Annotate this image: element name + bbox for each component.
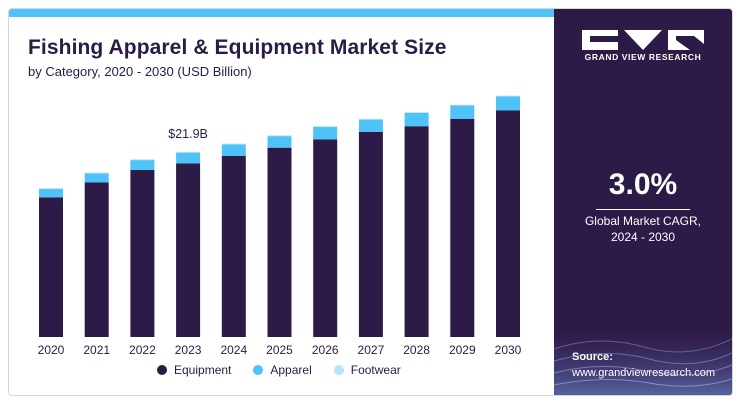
bar-equipment-2027: [358, 131, 383, 337]
cagr-divider: [596, 209, 690, 210]
bar-equipment-2028: [404, 126, 429, 337]
bar-equipment-2025: [267, 147, 292, 337]
chart-subtitle: by Category, 2020 - 2030 (USD Billion): [28, 64, 252, 79]
legend-swatch-apparel: [253, 365, 264, 375]
x-tick-label-2021: 2021: [83, 343, 110, 357]
bar-footwear-2022: [130, 159, 155, 161]
x-tick-label-2029: 2029: [449, 343, 476, 357]
bar-footwear-2024: [221, 143, 246, 145]
bar-apparel-2022: [130, 160, 155, 171]
bar-footwear-2021: [84, 172, 109, 174]
x-tick-label-2022: 2022: [129, 343, 156, 357]
bar-equipment-2020: [39, 197, 63, 337]
x-tick-label-2023: 2023: [175, 343, 202, 357]
bar-footwear-2028: [404, 112, 429, 113]
bar-equipment-2024: [221, 155, 246, 337]
legend-label-apparel: Apparel: [270, 363, 312, 377]
brand-name: GRAND VIEW RESEARCH: [584, 52, 702, 62]
bar-apparel-2024: [221, 144, 246, 156]
bar-equipment-2023: [176, 163, 201, 337]
infographic-card: Fishing Apparel & Equipment Market Size …: [8, 8, 733, 396]
bar-apparel-2030: [496, 96, 520, 111]
bar-footwear-2020: [39, 188, 63, 190]
bar-annotation-2023: $21.9B: [168, 127, 208, 141]
legend-swatch-equipment: [157, 365, 167, 375]
bar-footwear-2030: [496, 95, 520, 97]
legend-item-footwear: Footwear: [333, 363, 401, 377]
cagr-label-line1: Global Market CAGR,: [584, 214, 702, 228]
decorative-waves: [554, 329, 732, 395]
summary-panel: GRAND VIEW RESEARCH 3.0% Global Market C…: [554, 9, 732, 395]
bar-apparel-2026: [313, 127, 338, 140]
bar-equipment-2022: [130, 170, 155, 337]
bar-footwear-2027: [358, 118, 383, 120]
source-url[interactable]: www.grandviewresearch.com: [572, 367, 716, 379]
chart-panel: Fishing Apparel & Equipment Market Size …: [9, 9, 554, 395]
legend-swatch-footwear: [333, 365, 344, 375]
cagr-label-line2: 2024 - 2030: [610, 230, 676, 244]
legend-label-equipment: Equipment: [174, 363, 232, 377]
bar-footwear-2025: [267, 135, 292, 137]
accent-bar: [9, 9, 554, 17]
x-tick-label-2024: 2024: [220, 343, 247, 357]
bar-apparel-2027: [358, 119, 383, 132]
bar-equipment-2026: [313, 139, 338, 337]
bar-footwear-2029: [450, 104, 475, 106]
bar-chart: 2020 2021 2022 2023 $21.9B 2024 2025 2026 2027 20…: [38, 95, 522, 357]
bar-apparel-2020: [39, 189, 63, 198]
bar-apparel-2023: [176, 152, 201, 164]
bar-apparel-2025: [267, 136, 292, 148]
x-tick-label-2028: 2028: [403, 343, 430, 357]
x-tick-label-2030: 2030: [495, 343, 522, 357]
bar-footwear-2023: [176, 151, 201, 153]
bar-equipment-2021: [84, 182, 109, 337]
bar-equipment-2030: [496, 110, 520, 337]
bar-apparel-2029: [450, 105, 475, 119]
chart-title: Fishing Apparel & Equipment Market Size: [28, 36, 447, 59]
bar-apparel-2021: [84, 173, 109, 183]
legend-label-footwear: Footwear: [350, 363, 401, 377]
chart-legend: Equipment Apparel Footwear: [157, 363, 401, 377]
x-tick-label-2026: 2026: [312, 343, 339, 357]
x-tick-label-2020: 2020: [38, 343, 65, 357]
source-label: Source:: [572, 351, 613, 363]
x-tick-label-2025: 2025: [266, 343, 293, 357]
x-tick-label-2027: 2027: [358, 343, 385, 357]
cagr-value: 3.0%: [608, 168, 678, 201]
bar-apparel-2028: [404, 112, 429, 127]
grand-view-research-logo: [582, 30, 704, 50]
cagr-label: Global Market CAGR, 2024 - 2030: [554, 213, 732, 245]
bar-footwear-2026: [313, 126, 338, 128]
bar-equipment-2029: [450, 118, 475, 337]
legend-item-apparel: Apparel: [253, 363, 312, 377]
legend-item-equipment: Equipment: [157, 363, 231, 377]
